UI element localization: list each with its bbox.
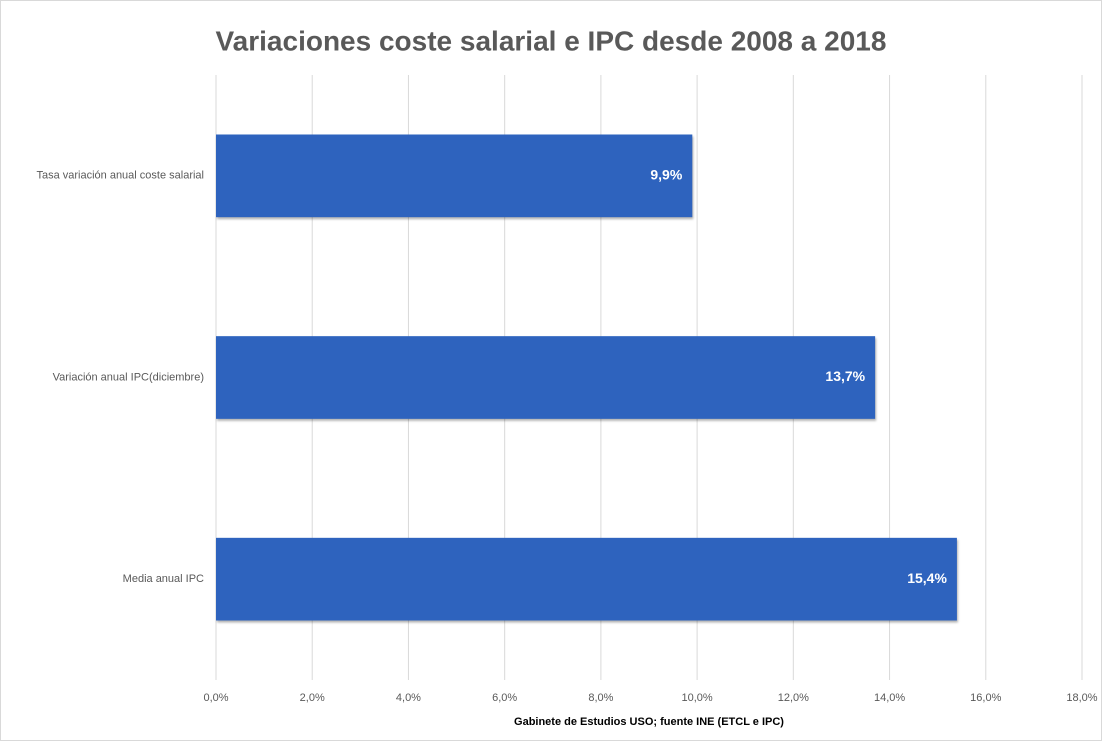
- y-tick-label: Tasa variación anual coste salarial: [36, 170, 204, 182]
- x-tick-label: 4,0%: [396, 692, 421, 704]
- chart-title: Variaciones coste salarial e IPC desde 2…: [216, 25, 887, 56]
- x-tick-label: 12,0%: [778, 692, 809, 704]
- x-axis-label: Gabinete de Estudios USO; fuente INE (ET…: [514, 716, 784, 728]
- bar: [216, 537, 957, 621]
- x-tick-label: 10,0%: [682, 692, 713, 704]
- y-tick-label: Media anual IPC: [123, 573, 204, 585]
- x-tick-label: 0,0%: [203, 692, 228, 704]
- x-tick-label: 8,0%: [588, 692, 613, 704]
- x-tick-label: 14,0%: [874, 692, 905, 704]
- x-tick-label: 2,0%: [300, 692, 325, 704]
- x-tick-label: 18,0%: [1066, 692, 1097, 704]
- x-tick-label: 16,0%: [970, 692, 1001, 704]
- value-label: 13,7%: [825, 368, 865, 384]
- value-label: 9,9%: [650, 167, 682, 183]
- bar: [216, 336, 876, 419]
- y-tick-label: Variación anual IPC(diciembre): [53, 371, 204, 383]
- value-label: 15,4%: [907, 570, 947, 586]
- bar: [216, 134, 693, 218]
- x-tick-label: 6,0%: [492, 692, 517, 704]
